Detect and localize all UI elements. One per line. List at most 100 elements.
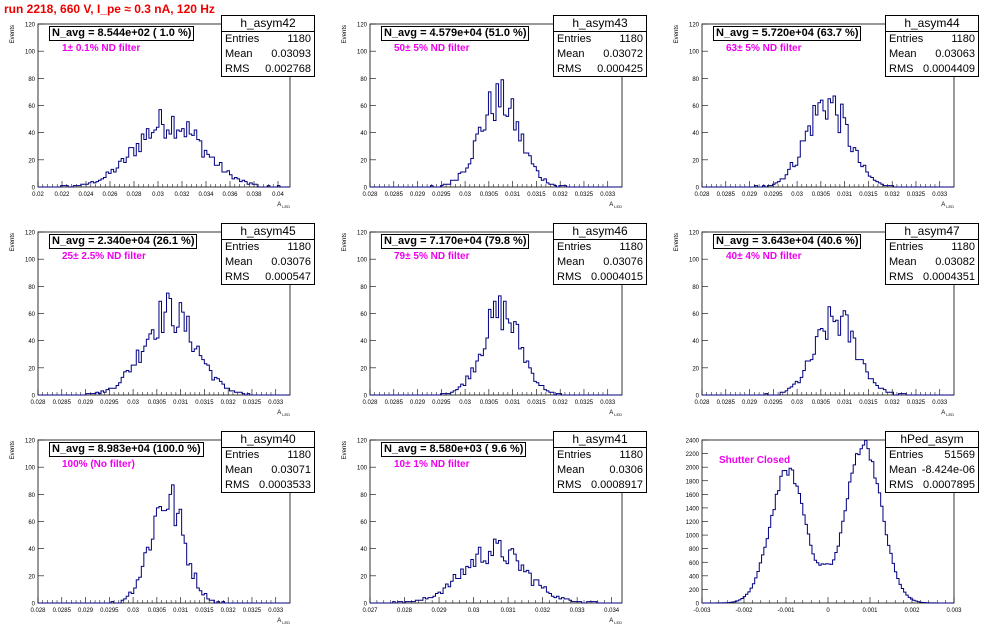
stat-value: 0.03071: [271, 464, 311, 476]
run-title: run 2218, 660 V, I_pe ≈ 0.3 nA, 120 Hz: [4, 2, 215, 16]
stat-value: 0.0008917: [591, 479, 643, 491]
x-tick-label: 0.0305: [480, 192, 499, 198]
x-tick-label: 0.033: [932, 192, 948, 198]
stat-key: RMS: [557, 271, 582, 283]
stat-value: 0.03082: [935, 256, 975, 268]
y-tick-label: 80: [28, 77, 35, 83]
y-axis-label: Events: [342, 25, 348, 43]
y-tick-label: 20: [28, 158, 35, 164]
x-tick-label: 0.032: [885, 400, 901, 406]
y-tick-label: 120: [357, 231, 368, 237]
x-tick-label: 0.031: [501, 608, 517, 614]
y-tick-label: 120: [25, 23, 36, 29]
x-tick-label: 0.0295: [432, 400, 451, 406]
stat-row-mean: Mean 0.03093: [222, 47, 314, 62]
x-tick-label: 0.033: [268, 608, 284, 614]
n-avg-label: N_avg = 8.580e+03 ( 9.6 %): [381, 442, 527, 457]
histogram-series: [38, 292, 290, 396]
y-tick-label: 80: [360, 493, 367, 499]
x-tick-label: 0.033: [600, 192, 616, 198]
y-tick-label: 40: [28, 547, 35, 553]
n-avg-label: N_avg = 3.643e+04 (40.6 %): [713, 234, 862, 249]
filter-label: 1± 0.1% ND filter: [62, 43, 141, 54]
stat-row-mean: Mean -8.424e-06: [886, 463, 978, 478]
x-tick-label: 0.028: [362, 192, 378, 198]
n-avg-label: N_avg = 4.579e+04 (51.0 %): [381, 26, 530, 41]
stat-value: 0.0004351: [923, 271, 975, 283]
stat-key: Mean: [225, 464, 253, 476]
stat-value: -8.424e-06: [921, 464, 975, 476]
histogram-series: [702, 95, 954, 188]
y-tick-label: 20: [360, 574, 367, 580]
x-tick-label: 0.024: [78, 192, 94, 198]
n-avg-label: N_avg = 5.720e+04 (63.7 %): [713, 26, 862, 41]
x-tick-label: 0.0315: [859, 192, 878, 198]
x-tick-label: 0.032: [174, 192, 190, 198]
x-tick-label: 0.0295: [100, 608, 119, 614]
y-axis-label: Events: [10, 25, 16, 43]
histogram-name: h_asym42: [222, 16, 314, 32]
stat-value: 1180: [619, 241, 643, 253]
stat-row-rms: RMS 0.0004409: [886, 62, 978, 77]
stat-row-rms: RMS 0.0008917: [554, 478, 646, 493]
y-axis-label: Events: [674, 25, 680, 43]
y-tick-label: 60: [692, 104, 699, 110]
x-tick-label: 0.029: [410, 400, 426, 406]
y-axis-label: Events: [342, 441, 348, 459]
x-tick-label: 0.033: [932, 400, 948, 406]
stat-key: RMS: [557, 479, 582, 491]
y-tick-label: 1000: [686, 534, 700, 540]
stat-key: Entries: [557, 33, 592, 45]
histogram-name: h_asym47: [886, 224, 978, 240]
stats-box: h_asym44 Entries 1180 Mean 0.03063 RMS 0.00044…: [885, 15, 979, 77]
histogram-panel-h_asym40: 0 20 40 60 80 100 120 0.028 0.0285 0.029 0.0295 0.0…: [0, 426, 332, 633]
x-tick-label: 0.028: [694, 192, 710, 198]
histogram-panel-h_asym44: 0 20 40 60 80 100 120 0.028 0.0285 0.029 0.0295 0.0…: [664, 10, 996, 217]
stat-value: 51569: [944, 449, 975, 461]
x-tick-label: 0.034: [604, 608, 620, 614]
y-tick-label: 80: [692, 77, 699, 83]
stat-key: Mean: [889, 48, 917, 60]
stat-value: 0.03076: [603, 256, 643, 268]
y-tick-label: 0: [364, 602, 368, 608]
x-tick-label: 0.029: [742, 192, 758, 198]
y-tick-label: 120: [689, 23, 700, 29]
stats-box: h_asym40 Entries 1180 Mean 0.03071 RMS 0.00035…: [221, 431, 315, 493]
y-tick-label: 800: [689, 547, 700, 553]
filter-label: Shutter Closed: [719, 455, 791, 466]
x-tick-label: 0.0325: [907, 192, 926, 198]
stat-value: 1180: [287, 241, 311, 253]
stat-key: Mean: [889, 464, 917, 476]
x-tick-label: 0.0295: [432, 192, 451, 198]
stat-row-mean: Mean 0.03072: [554, 47, 646, 62]
histogram-name: h_asym46: [554, 224, 646, 240]
x-tick-label: 0.0325: [243, 608, 262, 614]
stat-value: 1180: [619, 33, 643, 45]
x-tick-label: 0.02: [32, 192, 44, 198]
stat-row-rms: RMS 0.0007895: [886, 478, 978, 493]
stat-value: 0.000425: [597, 63, 643, 75]
stat-row-entries: Entries 1180: [886, 32, 978, 47]
y-tick-label: 60: [360, 104, 367, 110]
x-tick-label: 0.03: [468, 608, 480, 614]
stat-row-mean: Mean 0.03063: [886, 47, 978, 62]
x-tick-label: 0.0295: [100, 400, 119, 406]
y-tick-label: 20: [360, 158, 367, 164]
y-tick-label: 120: [689, 231, 700, 237]
y-tick-label: 60: [28, 104, 35, 110]
x-tick-label: 0.029: [432, 608, 448, 614]
stat-key: Mean: [557, 256, 585, 268]
stat-key: RMS: [889, 271, 914, 283]
y-tick-label: 60: [28, 520, 35, 526]
x-tick-label: 0.0305: [148, 608, 167, 614]
x-tick-label: 0: [826, 608, 830, 614]
y-tick-label: 40: [28, 131, 35, 137]
x-tick-label: 0.0315: [195, 400, 214, 406]
stat-row-entries: Entries 51569: [886, 448, 978, 463]
x-tick-label: 0.029: [78, 400, 94, 406]
x-tick-label: 0.031: [505, 192, 521, 198]
y-tick-label: 400: [689, 574, 700, 580]
histogram-panel-h_asym46: 0 20 40 60 80 100 120 0.028 0.0285 0.029 0.0295 0.0…: [332, 218, 664, 425]
x-tick-label: 0.0325: [907, 400, 926, 406]
y-tick-label: 60: [360, 520, 367, 526]
